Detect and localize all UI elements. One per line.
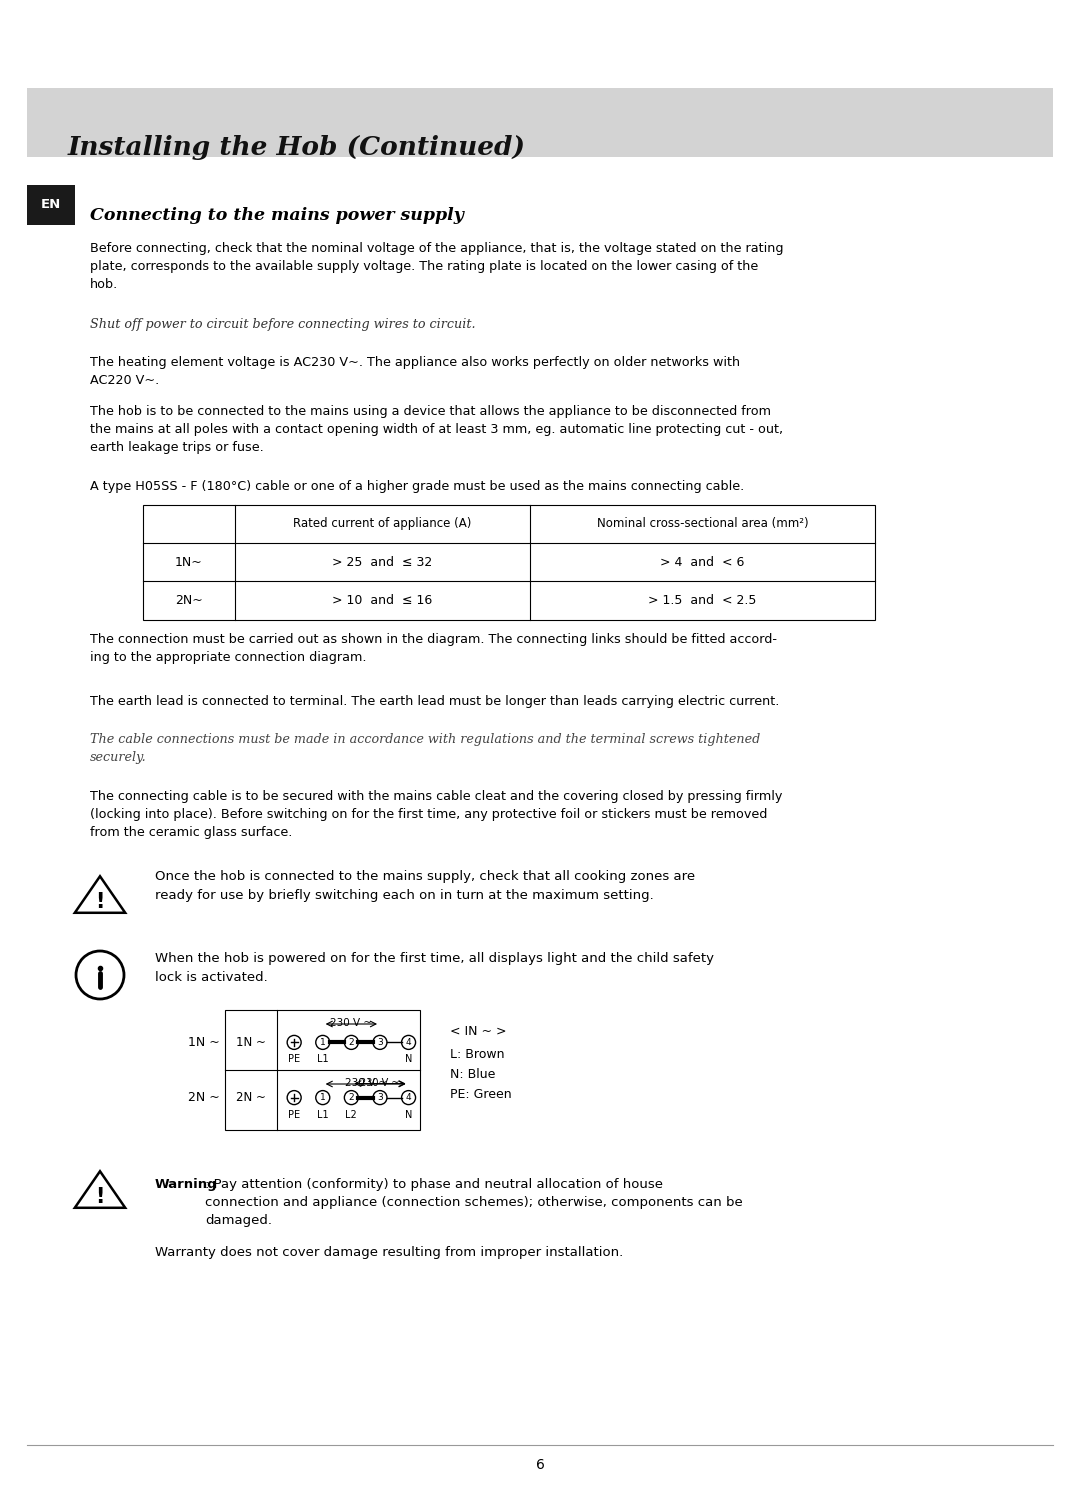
Text: Once the hob is connected to the mains supply, check that all cooking zones are
: Once the hob is connected to the mains s…: [156, 869, 696, 902]
Text: The earth lead is connected to terminal. The earth lead must be longer than lead: The earth lead is connected to terminal.…: [90, 695, 780, 707]
Text: 2: 2: [349, 1037, 354, 1048]
Text: 1: 1: [320, 1037, 326, 1048]
Text: 4: 4: [406, 1094, 411, 1103]
Text: PE: Green: PE: Green: [450, 1088, 512, 1101]
Text: !: !: [95, 1187, 105, 1207]
Text: 230 V ~: 230 V ~: [330, 1018, 373, 1028]
Text: 2N ~: 2N ~: [188, 1091, 220, 1104]
Text: N: N: [405, 1110, 413, 1119]
Text: The connecting cable is to be secured with the mains cable cleat and the coverin: The connecting cable is to be secured wi…: [90, 791, 782, 840]
Text: The cable connections must be made in accordance with regulations and the termin: The cable connections must be made in ac…: [90, 733, 760, 764]
Text: L: Brown: L: Brown: [450, 1048, 504, 1061]
Text: 230 V ~: 230 V ~: [361, 1077, 400, 1088]
Bar: [27, 184, 75, 224]
Text: N: N: [405, 1055, 413, 1064]
Text: 3: 3: [377, 1094, 382, 1103]
Text: The hob is to be connected to the mains using a device that allows the appliance: The hob is to be connected to the mains …: [90, 406, 783, 455]
Text: Rated current of appliance (A): Rated current of appliance (A): [294, 517, 472, 531]
Text: 2N~: 2N~: [175, 593, 203, 606]
Text: 3: 3: [377, 1037, 382, 1048]
Text: L1: L1: [316, 1055, 328, 1064]
Text: The connection must be carried out as shown in the diagram. The connecting links: The connection must be carried out as sh…: [90, 633, 777, 664]
Text: > 10  and  ≤ 16: > 10 and ≤ 16: [333, 593, 433, 606]
Text: PE: PE: [288, 1110, 300, 1119]
Text: EN: EN: [41, 199, 62, 211]
Text: Installing the Hob (Continued): Installing the Hob (Continued): [68, 135, 526, 160]
Text: L2: L2: [346, 1110, 357, 1119]
Text: Connecting to the mains power supply: Connecting to the mains power supply: [90, 207, 464, 223]
Text: Nominal cross-sectional area (mm²): Nominal cross-sectional area (mm²): [596, 517, 808, 531]
Text: A type H05SS - F (180°C) cable or one of a higher grade must be used as the main: A type H05SS - F (180°C) cable or one of…: [90, 480, 744, 493]
Polygon shape: [75, 1171, 125, 1208]
Bar: [27, 88, 1053, 158]
Text: !: !: [95, 892, 105, 912]
Text: N: Blue: N: Blue: [450, 1068, 496, 1080]
Text: < IN ~ >: < IN ~ >: [450, 1025, 507, 1039]
Text: 230 V ~: 230 V ~: [345, 1077, 387, 1088]
Text: > 1.5  and  < 2.5: > 1.5 and < 2.5: [648, 593, 757, 606]
Bar: [143, 505, 875, 620]
Text: > 25  and  ≤ 32: > 25 and ≤ 32: [333, 556, 433, 569]
Text: When the hob is powered on for the first time, all displays light and the child : When the hob is powered on for the first…: [156, 953, 714, 984]
Text: Shut off power to circuit before connecting wires to circuit.: Shut off power to circuit before connect…: [90, 318, 475, 331]
Text: 1: 1: [320, 1094, 326, 1103]
Text: 4: 4: [406, 1037, 411, 1048]
Text: Before connecting, check that the nominal voltage of the appliance, that is, the: Before connecting, check that the nomina…: [90, 242, 783, 291]
Text: Warning: Warning: [156, 1178, 218, 1190]
Text: 2: 2: [349, 1094, 354, 1103]
Text: 1N ~: 1N ~: [237, 1036, 266, 1049]
Text: PE: PE: [288, 1055, 300, 1064]
Text: : Pay attention (conformity) to phase and neutral allocation of house
connection: : Pay attention (conformity) to phase an…: [205, 1178, 743, 1227]
Text: The heating element voltage is AC230 V~. The appliance also works perfectly on o: The heating element voltage is AC230 V~.…: [90, 357, 740, 386]
Text: 1N~: 1N~: [175, 556, 203, 569]
Text: 6: 6: [536, 1458, 544, 1473]
Bar: [225, 1010, 420, 1129]
Text: L1: L1: [316, 1110, 328, 1119]
Text: Warranty does not cover damage resulting from improper installation.: Warranty does not cover damage resulting…: [156, 1245, 623, 1259]
Polygon shape: [75, 877, 125, 912]
Text: > 4  and  < 6: > 4 and < 6: [660, 556, 745, 569]
Text: 1N ~: 1N ~: [188, 1036, 220, 1049]
Text: 2N ~: 2N ~: [237, 1091, 266, 1104]
